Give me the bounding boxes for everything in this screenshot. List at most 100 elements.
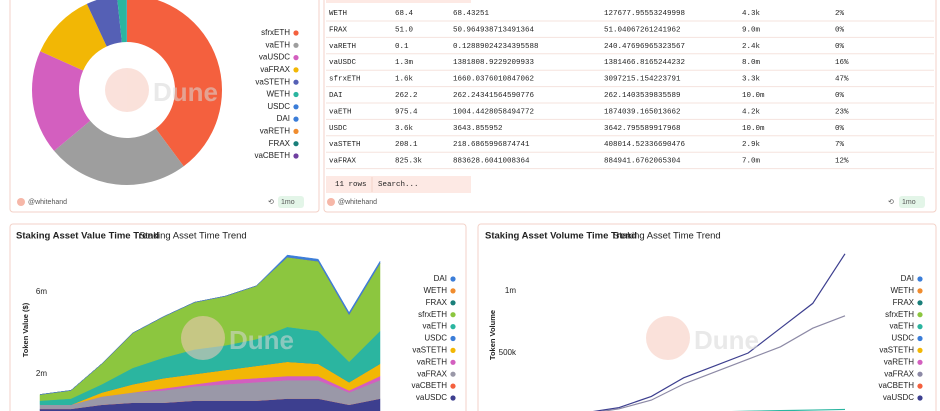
legend-label: vaFRAX (260, 65, 290, 74)
legend-swatch (450, 324, 456, 330)
legend-label: vaETH (266, 40, 291, 49)
legend-label: WETH (266, 90, 290, 99)
table-cell: 3097215.154223791 (604, 76, 681, 84)
legend-swatch (917, 312, 923, 318)
legend-label: vaCBETH (878, 381, 914, 390)
table-cell: 47% (835, 76, 849, 84)
age: 1mo (902, 199, 916, 206)
legend-label: WETH (423, 286, 447, 295)
legend-swatch (450, 276, 456, 282)
author[interactable]: @whitehand (338, 199, 377, 206)
table-cell: 262.1403539835589 (604, 92, 681, 100)
legend-swatch (293, 116, 299, 122)
legend-label: USDC (424, 334, 447, 343)
pie-slice (127, 0, 222, 167)
table-cell: 883628.6041008364 (453, 158, 530, 166)
legend-swatch (917, 383, 923, 389)
legend-label: vaUSDC (259, 53, 290, 62)
legend-label: vaUSDC (883, 393, 914, 402)
legend-label: vaSTETH (255, 77, 290, 86)
table-cell: 1004.4428058494772 (453, 108, 534, 116)
area (39, 254, 381, 395)
legend-label: vaFRAX (884, 369, 914, 378)
y-axis-label: Token Volume (488, 310, 497, 360)
table-cell: 408014.52336690476 (604, 141, 686, 149)
legend-swatch (917, 395, 923, 401)
legend-swatch (293, 128, 299, 134)
legend-label: USDC (267, 102, 290, 111)
legend-swatch (917, 276, 923, 282)
refresh-icon[interactable]: ⟲ (268, 199, 274, 206)
table-cell: 2% (835, 10, 845, 18)
y-tick-label: 1m (505, 286, 516, 295)
avatar (17, 198, 25, 206)
table-cell: FRAX (329, 26, 348, 34)
row-count: 11 rows (335, 181, 367, 189)
table-cell: 23% (835, 108, 849, 116)
table-cell: vaFRAX (329, 158, 357, 166)
table-cell: 1381466.8165244232 (604, 59, 685, 67)
table-cell: 218.6865996874741 (453, 141, 530, 149)
legend-swatch (293, 42, 299, 48)
table-cell: 10.0m (742, 125, 765, 133)
table-cell: 12% (835, 158, 849, 166)
legend-label: vaSTETH (412, 346, 447, 355)
legend-swatch (293, 104, 299, 110)
legend-swatch (293, 67, 299, 73)
legend-swatch (293, 91, 299, 98)
svg-text:Dune: Dune (694, 325, 759, 355)
legend-swatch (450, 347, 456, 353)
table-cell: 2.4k (742, 43, 761, 51)
table-cell: 1660.0376010847062 (453, 76, 534, 84)
svg-text:Dune: Dune (153, 77, 218, 107)
avatar (327, 198, 335, 206)
legend-swatch (917, 359, 923, 365)
table-cell: 1.6k (395, 76, 414, 84)
legend-label: vaCBETH (411, 381, 447, 390)
table-cell: 127677.95553249998 (604, 10, 685, 18)
table-cell: 68.4 (395, 10, 414, 18)
table-cell: 51.04067261241962 (604, 26, 681, 34)
legend-swatch (917, 288, 923, 294)
author[interactable]: @whitehand (28, 199, 67, 206)
table-cell: 68.43251 (453, 10, 490, 18)
legend-label: DAI (434, 274, 447, 283)
legend-swatch (450, 335, 456, 342)
table-cell: 3.3k (742, 76, 761, 84)
search-box[interactable]: Search... (378, 181, 419, 189)
legend-label: vaRETH (417, 357, 447, 366)
legend-label: sfrxETH (418, 310, 447, 319)
chart-subtitle: Staking Asset Time Trend (613, 231, 721, 242)
table-footer (326, 176, 471, 193)
legend-label: USDC (891, 334, 914, 343)
legend-swatch (450, 300, 456, 306)
table-cell: 262.24341564590776 (453, 92, 535, 100)
table-cell: sfrxETH (329, 76, 361, 84)
legend-label: sfrxETH (261, 28, 290, 37)
legend-swatch (293, 141, 299, 147)
legend-label: vaETH (423, 322, 448, 331)
legend-label: vaCBETH (254, 151, 290, 160)
table-cell: DAI (329, 92, 343, 100)
legend-swatch (293, 55, 299, 61)
age-badge (278, 196, 304, 208)
table-cell: 7% (835, 141, 845, 149)
chart-title: Staking Asset Volume Time Trend (485, 231, 637, 242)
table-cell: 50.964938713491364 (453, 26, 535, 34)
legend-swatch (917, 347, 923, 353)
legend-label: WETH (890, 286, 914, 295)
legend-swatch (293, 30, 299, 36)
table-cell: 0% (835, 125, 845, 133)
pie-slice (54, 120, 184, 185)
pie-slice (32, 51, 91, 151)
table-header-edge (326, 0, 471, 3)
refresh-icon[interactable]: ⟲ (888, 199, 894, 206)
table-cell: 10.0m (742, 92, 765, 100)
line (592, 253, 846, 411)
legend-swatch (450, 359, 456, 365)
table-cell: 3.6k (395, 125, 414, 133)
table-cell: 7.0m (742, 158, 761, 166)
table-cell: 16% (835, 59, 849, 67)
table-cell: 3643.855952 (453, 125, 503, 133)
